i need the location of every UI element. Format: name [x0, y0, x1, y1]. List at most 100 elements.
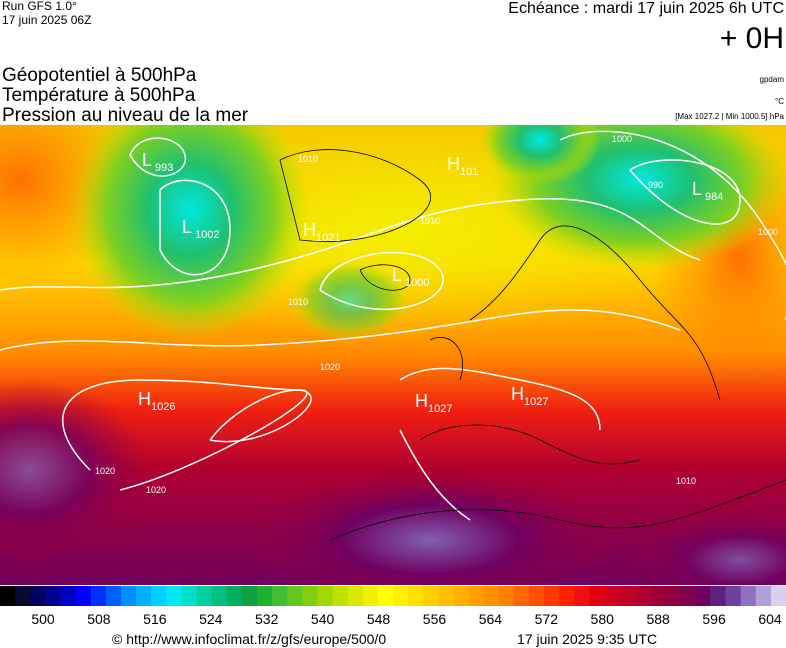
- isobar-label: 1020: [146, 485, 166, 495]
- center-value: 1027: [524, 396, 548, 408]
- colorbar-label: 516: [143, 611, 167, 627]
- unit: [Max 1027.2 | Min 1000.5] hPa: [675, 112, 784, 121]
- colorbar-swatch: [151, 586, 167, 606]
- colorbar-label: 540: [311, 611, 335, 627]
- unit: °C: [775, 97, 784, 106]
- colorbar-swatch: [317, 586, 334, 606]
- colorbar-label: 572: [535, 611, 559, 627]
- legend-line: Température à 500hPa: [2, 85, 196, 106]
- legend-line: Géopotentiel à 500hPa: [2, 65, 197, 86]
- center-letter: L: [182, 217, 192, 237]
- colorbar-swatch: [241, 586, 258, 606]
- footer-time: 17 juin 2025 9:35 UTC: [517, 631, 657, 647]
- colorbar-swatch: [15, 586, 31, 606]
- colorbar-swatch: [483, 586, 500, 606]
- colorbar-label: 524: [199, 611, 223, 627]
- colorbar-swatch: [256, 586, 273, 606]
- colorbar-swatch: [75, 586, 92, 606]
- colorbar-swatch: [770, 586, 786, 606]
- colorbar-swatch: [423, 586, 439, 606]
- colorbar-swatch: [226, 586, 243, 606]
- isobar-label: 1000: [758, 227, 778, 237]
- isobar-label: 1010: [288, 297, 308, 307]
- isobar-label: 1010: [676, 476, 696, 486]
- echeance: Echéance : mardi 17 juin 2025 6h UTC: [508, 0, 784, 17]
- center-letter: L: [692, 179, 702, 199]
- colorbar-swatch: [574, 586, 590, 606]
- center-value: 1027: [428, 403, 452, 415]
- center-value: 1021: [316, 232, 340, 244]
- colorbar-swatch: [513, 586, 530, 606]
- center-letter: H: [447, 154, 460, 174]
- center-letter: L: [142, 150, 152, 170]
- colorbar-label: 532: [255, 611, 279, 627]
- colorbar-swatch: [529, 586, 545, 606]
- colorbar-swatch: [60, 586, 77, 606]
- offset: + 0H: [720, 22, 784, 55]
- colorbar-swatch: [136, 586, 152, 606]
- colorbar-swatch: [90, 586, 107, 606]
- colorbar-swatch: [725, 586, 742, 606]
- run-date: 17 juin 2025 06Z: [2, 13, 91, 27]
- colorbar-swatch: [438, 586, 454, 606]
- footer-url: © http://www.infoclimat.fr/z/gfs/europe/…: [112, 631, 386, 647]
- colorbar-swatch: [604, 586, 621, 606]
- colorbar-label: 604: [758, 611, 782, 627]
- center-letter: L: [392, 265, 402, 285]
- isobar-label: 1020: [95, 466, 115, 476]
- colorbar-swatch: [468, 586, 485, 606]
- colorbar-swatch: [166, 586, 182, 606]
- colorbar-label: 580: [591, 611, 615, 627]
- colorbar-swatch: [362, 586, 379, 606]
- colorbar-swatch: [589, 586, 606, 606]
- isobar-label: 990: [648, 180, 663, 190]
- unit: gpdam: [760, 75, 785, 84]
- isobar-label: 1000: [612, 134, 632, 144]
- colorbar-label: 556: [423, 611, 447, 627]
- colorbar-swatch: [181, 586, 197, 606]
- run-label: Run GFS 1.0°: [2, 0, 77, 13]
- colorbar-swatch: [453, 586, 470, 606]
- colorbar-label: 564: [479, 611, 503, 627]
- colorbar-swatch: [710, 586, 727, 606]
- center-letter: H: [303, 220, 316, 240]
- colorbar-swatch: [680, 586, 696, 606]
- isobar-label: 1010: [298, 154, 318, 164]
- center-letter: H: [415, 391, 428, 411]
- center-value: 1002: [195, 229, 219, 241]
- center-value: 1000: [405, 277, 429, 289]
- colorbar-swatch: [105, 586, 122, 606]
- colorbar-label: 500: [31, 611, 55, 627]
- center-value: 984: [705, 191, 723, 203]
- center-value: 993: [155, 162, 173, 174]
- colorbar-swatch: [347, 586, 364, 606]
- colorbar-swatch: [559, 586, 575, 606]
- center-value: 101: [460, 166, 478, 178]
- colorbar: 500 508 516 524 532 540 548 556 564 572 580 588 596 6…: [0, 586, 786, 627]
- colorbar-swatch: [649, 586, 666, 606]
- colorbar-swatch: [30, 586, 46, 606]
- colorbar-label: 588: [646, 611, 670, 627]
- colorbar-swatch: [302, 586, 318, 606]
- center-value: 1026: [151, 401, 175, 413]
- map-field: [0, 125, 786, 585]
- colorbar-swatch: [120, 586, 137, 606]
- isobar-labels: 1010 1010 1010 1000 990 1000 1020 1020 1020 1010: [95, 134, 778, 495]
- isobar-label: 1020: [320, 362, 340, 372]
- center-letter: H: [511, 384, 524, 404]
- colorbar-swatch: [211, 586, 228, 606]
- colorbar-swatch: [287, 586, 303, 606]
- colorbar-swatch: [619, 586, 636, 606]
- isobar-label: 1010: [420, 216, 440, 226]
- colorbar-swatch: [695, 586, 711, 606]
- center-letter: H: [138, 389, 151, 409]
- colorbar-label: 508: [87, 611, 111, 627]
- colorbar-swatch: [634, 586, 651, 606]
- colorbar-swatch: [408, 586, 424, 606]
- colorbar-swatch: [755, 586, 772, 606]
- colorbar-swatch: [45, 586, 61, 606]
- colorbar-swatch: [498, 586, 515, 606]
- colorbar-swatch: [740, 586, 757, 606]
